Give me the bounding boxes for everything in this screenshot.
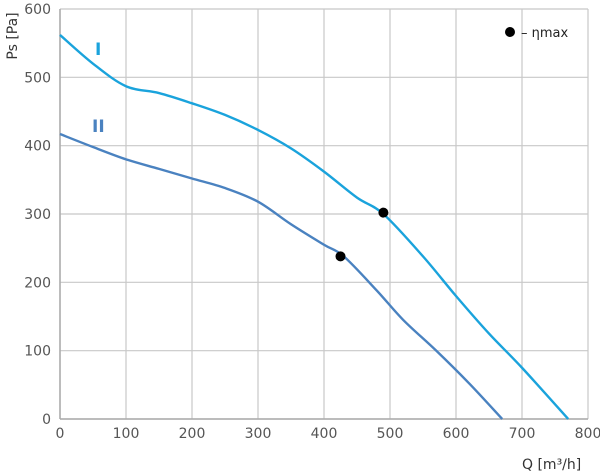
x-tick-label: 800 — [575, 426, 600, 442]
max-efficiency-point-II — [335, 251, 346, 262]
x-tick-label: 700 — [509, 426, 536, 442]
tick-labels: 0 100 200 300 400 500 600 700 800 0 100 200 300 400 50… — [24, 2, 600, 442]
y-axis-title: Ps [Pa] — [5, 12, 21, 59]
curves — [59, 34, 570, 420]
y-tick-label: 500 — [24, 70, 51, 86]
y-tick-label: 600 — [24, 2, 51, 18]
x-tick-label: 100 — [113, 426, 140, 442]
series-line-II — [59, 132, 504, 420]
legend-marker — [505, 27, 515, 37]
x-tick-label: 600 — [443, 426, 470, 442]
series-label-I: I — [95, 40, 101, 60]
x-tick-label: 400 — [311, 426, 338, 442]
plot-frame — [59, 9, 588, 420]
x-axis-title: Q [m³/h] — [522, 457, 581, 473]
grid — [59, 8, 589, 420]
legend-label: – ηmax — [521, 26, 569, 41]
series-label-II: II — [92, 117, 105, 137]
x-tick-label: 300 — [245, 426, 272, 442]
x-tick-label: 200 — [179, 426, 206, 442]
legend: – ηmax — [505, 26, 569, 41]
series-line-I — [59, 34, 570, 420]
y-tick-label: 100 — [24, 344, 51, 360]
y-tick-label: 200 — [24, 275, 51, 291]
y-tick-label: 300 — [24, 207, 51, 223]
y-tick-label: 400 — [24, 139, 51, 155]
y-tick-label: 0 — [42, 412, 51, 428]
x-tick-label: 500 — [377, 426, 404, 442]
max-efficiency-points — [335, 207, 389, 262]
max-efficiency-point-I — [378, 207, 389, 218]
x-tick-label: 0 — [56, 426, 65, 442]
